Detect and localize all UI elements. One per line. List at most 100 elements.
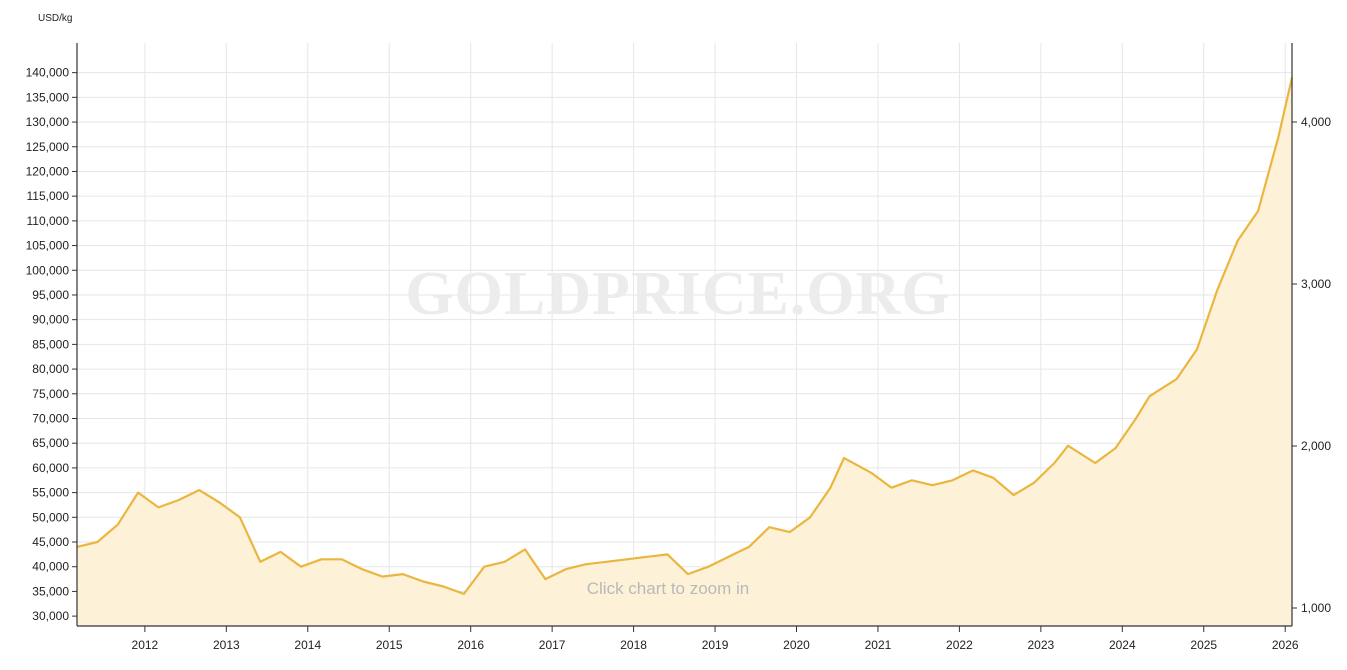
y-tick-label: 125,000 [26,140,70,154]
price-data-point [402,573,404,575]
price-data-point [300,565,302,568]
y-tick-label: 115,000 [27,189,70,203]
x-tick-label: 2021 [865,638,892,652]
y-axis-unit-label: USD/kg [38,13,72,24]
price-data-point [524,548,526,551]
right-y-tick-label: 3,000 [1301,277,1331,291]
price-data-point [96,541,99,543]
price-data-point [1033,481,1035,484]
price-data-point [911,479,913,482]
axis-layer: 30,000 35,000 40,000 45,000 50,000 55,000 60,0… [26,43,1331,652]
price-data-point [931,484,934,487]
price-data-point [1053,462,1056,464]
price-data-point [381,575,384,578]
y-tick-label: 140,000 [26,66,70,80]
x-tick-label: 2024 [1109,638,1136,652]
price-data-point [340,558,343,561]
price-data-point [422,580,425,583]
price-area-fill [77,77,1292,627]
price-data-point [626,558,628,561]
y-tick-label: 35,000 [32,584,69,598]
x-tick-label: 2015 [376,638,403,652]
price-data-point [1012,494,1015,496]
x-tick-label: 2014 [294,638,321,652]
y-tick-label: 130,000 [26,115,70,129]
price-data-point [198,489,200,491]
price-data-point [1148,395,1151,398]
price-data-point [585,563,587,565]
x-tick-label: 2013 [213,638,240,652]
price-data-point [1175,378,1178,380]
price-data-point [503,561,506,563]
y-tick-label: 80,000 [32,362,69,376]
price-data-point [666,553,669,556]
price-data-point [687,573,689,575]
x-tick-label: 2012 [132,638,159,652]
price-data-point [178,499,180,501]
x-tick-label: 2017 [539,638,566,652]
price-data-point [1067,444,1069,447]
price-data-point [483,565,486,568]
price-data-point [279,551,282,553]
price-data-point [788,531,791,533]
price-data-point [646,556,648,558]
price-data-point [320,558,323,561]
y-tick-label: 30,000 [32,609,69,623]
price-data-point [972,469,974,472]
price-data-point [1135,417,1137,420]
price-data-point [1196,348,1198,351]
price-data-point [259,561,262,563]
x-tick-label: 2018 [620,638,647,652]
y-tick-label: 100,000 [26,263,70,277]
price-data-point [157,506,160,509]
price-data-point [442,585,445,588]
right-y-tick-label: 4,000 [1301,115,1331,129]
price-data-point [890,486,893,489]
x-tick-label: 2023 [1028,638,1055,652]
price-data-point [1094,462,1096,464]
price-data-point [1257,210,1259,212]
x-tick-label: 2022 [946,638,973,652]
x-tick-label: 2016 [457,638,484,652]
price-data-point [992,477,995,479]
watermark: GOLDPRICE.ORG [405,260,950,328]
price-data-point [707,565,710,568]
price-data-point [1277,136,1280,138]
y-tick-label: 60,000 [32,461,69,475]
price-data-point [361,568,363,570]
area-layer [76,76,1294,627]
y-tick-label: 85,000 [32,337,69,351]
y-tick-label: 50,000 [32,510,69,524]
price-data-point [218,501,221,504]
x-tick-label: 2019 [702,638,729,652]
y-tick-label: 75,000 [32,387,69,401]
y-tick-label: 45,000 [32,535,69,549]
y-tick-label: 55,000 [32,486,69,500]
right-y-tick-label: 1,000 [1301,601,1331,615]
y-tick-label: 110,000 [27,214,70,228]
price-data-point [116,523,119,526]
price-data-point [463,593,465,595]
x-tick-label: 2026 [1272,638,1299,652]
y-tick-label: 70,000 [32,411,69,425]
price-data-point [564,568,567,570]
price-data-point [809,516,811,519]
right-y-tick-label: 2,000 [1301,439,1331,453]
y-tick-label: 40,000 [32,560,69,574]
price-data-point [137,491,139,494]
x-tick-label: 2020 [783,638,810,652]
y-tick-label: 95,000 [32,288,69,302]
y-tick-label: 65,000 [32,436,69,450]
price-data-point [544,578,547,580]
price-data-point [1236,239,1239,242]
price-data-point [727,556,730,558]
price-data-point [748,546,750,548]
price-data-point [239,516,241,519]
price-data-point [1216,289,1219,291]
y-tick-label: 135,000 [26,90,70,104]
price-data-point [870,472,872,474]
price-data-point [951,479,954,482]
x-tick-label: 2025 [1190,638,1217,652]
